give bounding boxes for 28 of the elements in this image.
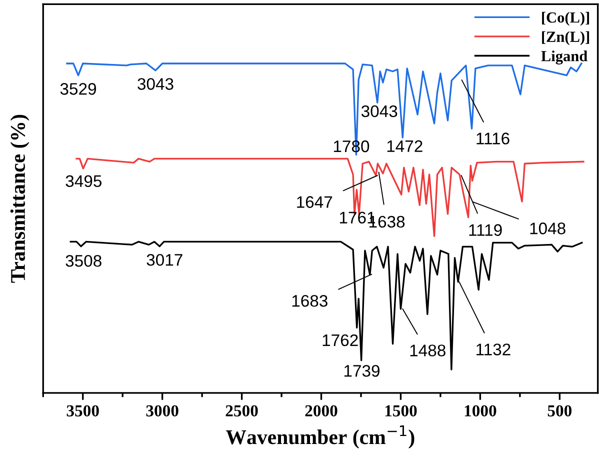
annotation: 1472 [387, 140, 422, 152]
annotation: 1683 [292, 295, 328, 307]
annotation: 1647 [297, 196, 332, 208]
x-tick-label: 1500 [385, 405, 417, 416]
annotation: 1116 [476, 132, 510, 144]
annotation: 1762 [322, 334, 358, 346]
annotation: 3017 [146, 254, 182, 266]
x-tick-label: 500 [548, 405, 572, 416]
annotation: 1488 [410, 344, 446, 356]
annotation: 3043 [361, 105, 398, 118]
x-tick-label: 1000 [464, 405, 496, 416]
annotation: 3508 [66, 254, 102, 267]
legend-label: [Zn(L)] [542, 31, 590, 46]
annotation: 1048 [530, 222, 566, 234]
annotation: 1132 [476, 344, 510, 356]
annotation: 3529 [60, 83, 96, 95]
x-tick-label: 2500 [226, 405, 258, 416]
legend-label: Ligand [541, 50, 588, 64]
annotation: 1119 [469, 224, 502, 236]
x-tick-label: 3500 [66, 405, 99, 416]
annotation: 3495 [66, 175, 102, 188]
annotation: 3043 [138, 78, 174, 90]
legend-label: [Co(L)] [542, 12, 590, 26]
x-tick-label: 2000 [305, 405, 338, 416]
x-tick-label: 3000 [146, 405, 178, 416]
y-axis-title: Transmittance (%) [10, 114, 30, 283]
annotation: 1739 [344, 364, 380, 377]
x-axis-title: Wavenumber (cm$^{−1}$) [226, 425, 414, 448]
